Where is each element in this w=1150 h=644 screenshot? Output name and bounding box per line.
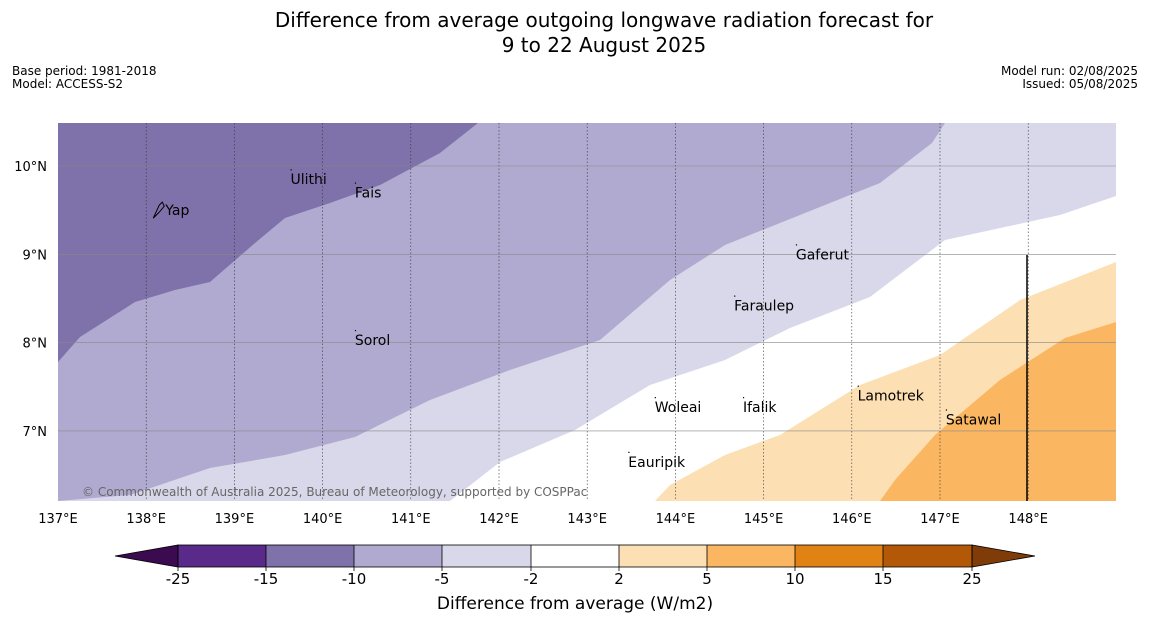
place-gaferut: Gaferut: [795, 244, 850, 263]
lat-tick-label: 7°N: [23, 425, 48, 440]
place-fais: Fais: [354, 182, 382, 201]
colorbar-extend-low: [114, 544, 179, 568]
graticule: [58, 123, 1116, 501]
lon-tick-label: 141°E: [391, 512, 431, 527]
lon-tick-label: 147°E: [920, 512, 960, 527]
place-label: Fais: [355, 185, 382, 201]
colorbar-swatch-6: [619, 545, 707, 567]
colorbar-tick-label: 15: [873, 570, 892, 588]
colorbar-tick-label: -5: [435, 570, 450, 588]
title-line-2: 9 to 22 August 2025: [501, 33, 707, 57]
meta-left: Base period: 1981-2018 Model: ACCESS-S2: [12, 65, 157, 91]
place-label: Ulithi: [290, 172, 326, 188]
lat-tick-label: 8°N: [23, 337, 48, 352]
island-marker: [742, 397, 745, 399]
place-label: Ifalik: [743, 400, 777, 416]
colorbar-ticks: -25 -15 -10 -5 -2 2 5 10 15 25: [166, 545, 982, 588]
colorbar-tick-label: -15: [254, 570, 279, 588]
lon-tick-label: 143°E: [567, 512, 607, 527]
lat-tick-label: 9°N: [23, 248, 48, 263]
lat-tick-label: 10°N: [14, 160, 47, 175]
colorbar-tick-label: -10: [342, 570, 367, 588]
lon-tick-label: 144°E: [656, 512, 696, 527]
island-marker: [354, 329, 357, 332]
place-faraulep: Faraulep: [734, 295, 794, 315]
title-line-1: Difference from average outgoing longwav…: [274, 8, 934, 32]
place-label: Eauripik: [628, 455, 686, 471]
colorbar-tick-label: 10: [785, 570, 804, 588]
island-marker: [354, 182, 357, 184]
place-sorol: Sorol: [354, 329, 390, 349]
place-label: Faraulep: [734, 299, 794, 315]
place-satawal: Satawal: [945, 409, 1001, 428]
lon-tick-label: 148°E: [1008, 512, 1048, 527]
place-yap: Yap: [152, 201, 189, 219]
lon-tick-label: 145°E: [744, 512, 784, 527]
place-label: Yap: [164, 203, 189, 219]
lon-tick-label: 139°E: [215, 512, 255, 527]
island-outline: [152, 201, 165, 219]
zone-minus-15-to-minus-10: [58, 123, 478, 362]
colorbar-tick-label: -2: [524, 570, 539, 588]
place-label: Sorol: [355, 333, 390, 349]
issued-date: Issued: 05/08/2025: [1022, 77, 1138, 91]
colorbar-swatch-5: [531, 545, 619, 567]
island-marker: [654, 397, 656, 399]
colorbar-swatch-2: [266, 545, 354, 567]
base-period: Base period: 1981-2018: [12, 64, 157, 78]
colorbar-tick-label: 25: [962, 570, 981, 588]
place-eauripik: Eauripik: [628, 451, 686, 471]
lon-tick-label: 140°E: [303, 512, 343, 527]
model-name: Model: ACCESS-S2: [12, 77, 124, 91]
place-ulithi: Ulithi: [290, 169, 327, 188]
colorbar-swatch-1: [178, 545, 266, 567]
place-woleai: Woleai: [654, 397, 702, 416]
island-marker: [795, 244, 798, 246]
place-label: Woleai: [655, 400, 702, 416]
island-marker: [290, 169, 292, 171]
map-title: Difference from average outgoing longwav…: [0, 8, 1150, 58]
lon-tick-label: 146°E: [832, 512, 872, 527]
colorbar-title: Difference from average (W/m2): [436, 594, 714, 614]
axis-labels: 137°E 138°E 139°E 140°E 141°E 142°E 143°E 144°E…: [14, 160, 1048, 527]
colorbar-extend-high: [971, 544, 1036, 568]
lon-tick-label: 142°E: [479, 512, 519, 527]
lon-tick-label: 137°E: [38, 512, 78, 527]
colorbar-swatch-8: [795, 545, 883, 567]
colorbar-tick-label: 2: [614, 570, 624, 588]
copyright-notice: © Commonwealth of Australia 2025, Bureau…: [82, 485, 587, 499]
colorbar-tick-label: 5: [702, 570, 712, 588]
place-label: Satawal: [946, 412, 1001, 428]
colorbar-swatch-3: [354, 545, 442, 567]
colorbar-swatch-4: [442, 545, 531, 567]
meta-right: Model run: 02/08/2025 Issued: 05/08/2025: [1001, 65, 1138, 91]
colorbar-swatch-9: [883, 545, 972, 567]
island-marker: [945, 409, 948, 411]
place-ifalik: Ifalik: [742, 397, 777, 416]
island-marker: [734, 295, 736, 297]
island-marker: [628, 451, 630, 454]
place-label: Lamotrek: [858, 389, 925, 405]
island-marker: [857, 385, 859, 387]
place-labels: Ulithi Fais Yap Gaferut Faraulep Sorol Lamotre…: [152, 169, 1001, 471]
colorbar-swatch-7: [707, 545, 795, 567]
place-lamotrek: Lamotrek: [857, 385, 925, 405]
zone-5-to-10: [880, 322, 1116, 501]
model-run: Model run: 02/08/2025: [1000, 64, 1138, 78]
colorbar: -25 -15 -10 -5 -2 2 5 10 15 25: [114, 544, 1036, 588]
lon-tick-label: 138°E: [126, 512, 166, 527]
place-label: Gaferut: [796, 247, 850, 263]
colorbar-tick-label: -25: [166, 570, 191, 588]
